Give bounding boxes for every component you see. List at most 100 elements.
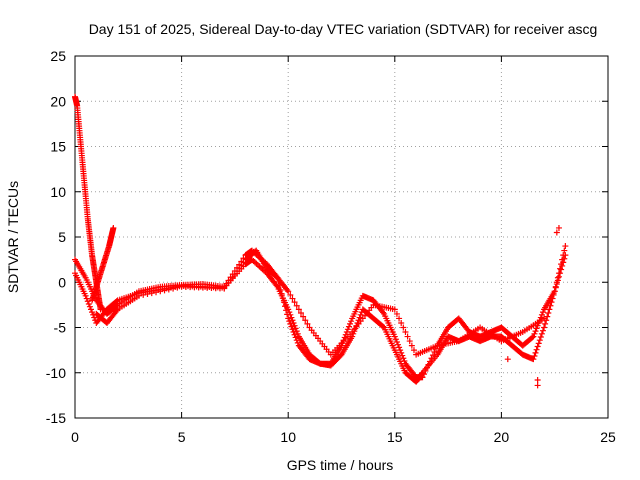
data-point <box>291 299 298 306</box>
series-early-rise <box>89 224 117 304</box>
data-point <box>535 340 542 347</box>
data-point <box>542 320 549 327</box>
data-point <box>285 288 292 295</box>
data-point <box>289 317 296 324</box>
data-point <box>87 306 94 313</box>
data-point <box>380 323 387 330</box>
data-point <box>549 295 556 302</box>
data-point <box>558 266 565 273</box>
y-tick-label: 0 <box>58 274 66 290</box>
data-point <box>393 338 400 345</box>
data-point <box>539 327 546 334</box>
data-point <box>560 259 567 266</box>
data-point <box>297 310 304 317</box>
data-point <box>552 284 559 291</box>
data-point <box>289 295 296 302</box>
data-point <box>544 313 551 320</box>
series-arc-C <box>93 247 548 358</box>
data-point <box>391 333 398 340</box>
data-point <box>545 310 552 317</box>
data-point <box>553 281 560 288</box>
data-point <box>533 346 540 353</box>
plot-frame <box>74 55 609 419</box>
data-point <box>404 333 411 340</box>
data-point <box>551 288 558 295</box>
data-point <box>532 349 539 356</box>
data-point <box>555 273 562 280</box>
data-point <box>396 344 403 351</box>
data-point <box>89 309 96 316</box>
data-point <box>304 320 311 327</box>
series-outliers <box>504 224 562 389</box>
y-tick-label: 20 <box>50 93 66 109</box>
data-point <box>534 343 541 350</box>
data-point <box>534 382 541 389</box>
data-point <box>295 306 302 313</box>
data-point <box>144 291 151 298</box>
data-point <box>273 282 280 289</box>
data-point <box>153 289 160 296</box>
data-point <box>285 306 292 313</box>
data-point <box>110 224 117 231</box>
data-point <box>532 328 539 335</box>
data-point <box>290 329 297 336</box>
data-point <box>541 315 548 322</box>
data-point <box>289 326 296 333</box>
data-point <box>431 348 438 355</box>
y-tick-label: 5 <box>58 229 66 245</box>
data-point <box>533 325 540 332</box>
data-point <box>140 291 147 298</box>
y-tick-label: -5 <box>54 320 67 336</box>
data-point <box>561 247 568 254</box>
data-point <box>288 314 295 321</box>
x-tick-label: 0 <box>71 429 79 445</box>
data-point <box>343 329 350 336</box>
data-point <box>256 263 263 270</box>
data-point <box>541 324 548 331</box>
y-axis-label: SDTVAR / TECUs <box>5 181 21 293</box>
data-point <box>400 355 407 362</box>
data-point <box>291 322 298 329</box>
data-point <box>534 376 541 383</box>
data-point <box>287 320 294 327</box>
data-point <box>400 324 407 331</box>
data-point <box>399 352 406 359</box>
data-point <box>254 262 261 269</box>
data-point <box>553 229 560 236</box>
data-point <box>293 328 300 335</box>
data-point <box>531 353 538 360</box>
data-point <box>344 326 351 333</box>
y-tick-label: 25 <box>50 48 66 64</box>
x-axis-label: GPS time / hours <box>287 457 394 473</box>
data-point <box>393 310 400 317</box>
series-arc-A <box>72 243 569 381</box>
data-point <box>287 311 294 318</box>
data-point <box>86 303 93 310</box>
data-point <box>396 315 403 322</box>
data-point <box>398 349 405 356</box>
data-point <box>135 292 142 299</box>
data-point <box>562 243 569 250</box>
data-point <box>82 292 89 299</box>
data-point <box>85 300 92 307</box>
data-point <box>300 313 307 320</box>
axis-ticks <box>74 55 609 419</box>
data-point <box>292 325 299 332</box>
data-point <box>391 306 398 313</box>
data-point <box>550 291 557 298</box>
data-point <box>148 290 155 297</box>
data-point <box>345 323 352 330</box>
grid-lines <box>75 56 608 418</box>
data-point <box>286 318 293 325</box>
data-point <box>402 329 409 336</box>
data-point <box>546 306 553 313</box>
series-initial-spike <box>72 93 104 313</box>
data-point <box>341 334 348 341</box>
data-point <box>347 320 354 327</box>
data-point <box>537 334 544 341</box>
x-tick-label: 15 <box>387 429 403 445</box>
data-point <box>161 287 168 294</box>
data-point <box>290 319 297 326</box>
data-point <box>357 311 364 318</box>
